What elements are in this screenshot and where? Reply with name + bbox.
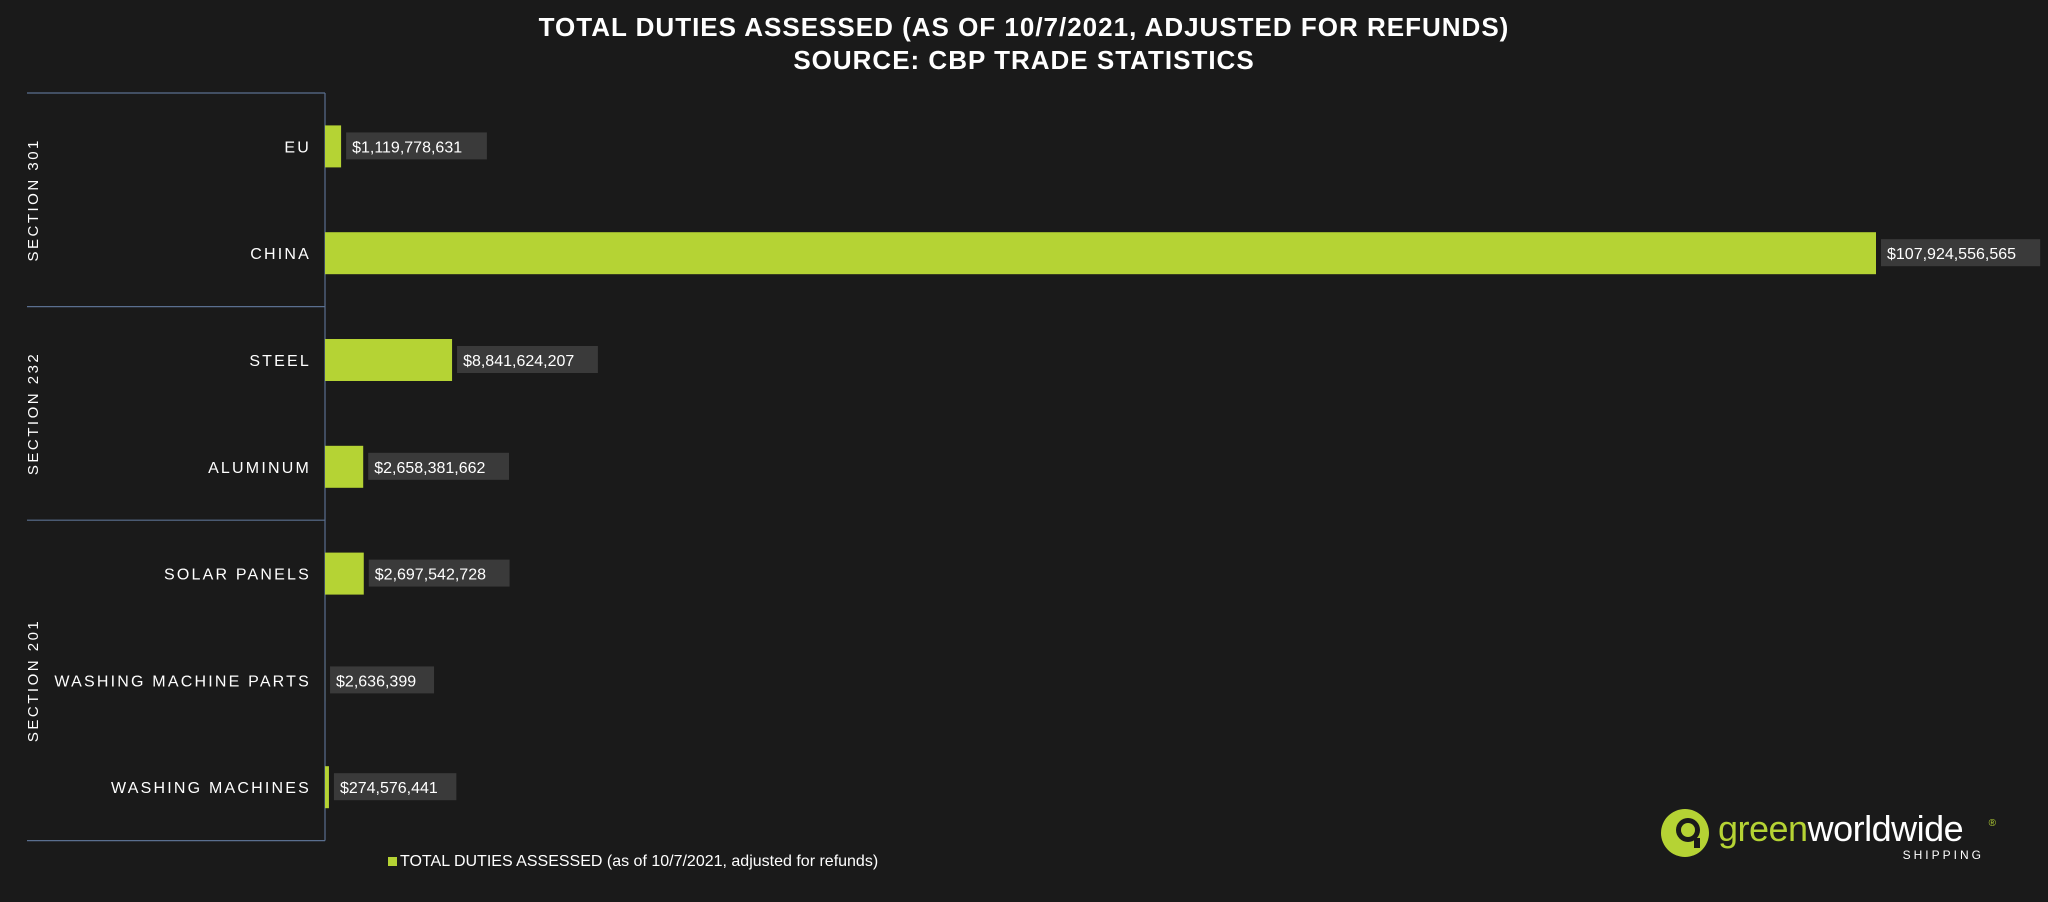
value-label: $2,658,381,662 [374, 460, 485, 477]
logo-subtitle: SHIPPING [1902, 848, 1984, 862]
value-label-box [368, 559, 510, 587]
value-label: $2,697,542,728 [375, 567, 486, 584]
value-label-box [457, 346, 598, 373]
group-label: SECTION 301 [25, 138, 42, 261]
value-label-box [1881, 239, 2041, 267]
value-label: $274,576,441 [340, 780, 438, 797]
category-label: ALUMINUM [208, 460, 311, 477]
logo-word-green: green [1718, 808, 1808, 849]
value-label-box [368, 452, 510, 480]
bar [325, 125, 342, 168]
value-label-box [346, 132, 487, 160]
value-label: $107,924,556,565 [1887, 246, 2016, 263]
bar [325, 339, 453, 381]
category-label: STEEL [249, 353, 311, 370]
legend-swatch [388, 857, 397, 866]
category-label: EU [284, 139, 311, 156]
category-label: WASHING MACHINE PARTS [54, 673, 311, 690]
value-label: $1,119,778,631 [352, 139, 462, 156]
value-label: $8,841,624,207 [463, 353, 574, 370]
bar [325, 445, 364, 488]
bar [325, 232, 1876, 275]
brand-logo: greenworldwide ® SHIPPING [1658, 806, 1998, 866]
group-label: SECTION 232 [25, 352, 42, 475]
chart-subtitle: SOURCE: CBP TRADE STATISTICS [793, 45, 1255, 75]
category-label: SOLAR PANELS [164, 567, 311, 584]
group-label: SECTION 201 [25, 619, 42, 742]
value-label: $2,636,399 [336, 673, 416, 690]
chart-title: TOTAL DUTIES ASSESSED (AS OF 10/7/2021, … [538, 12, 1510, 42]
category-label: WASHING MACHINES [111, 780, 311, 797]
legend-label: TOTAL DUTIES ASSESSED (as of 10/7/2021, … [400, 853, 878, 870]
logo-wordmark: greenworldwide [1718, 808, 1964, 850]
bar [325, 552, 364, 595]
logo-mark-icon [1661, 809, 1709, 857]
category-label: CHINA [250, 246, 311, 263]
value-label-box [330, 666, 435, 694]
value-label-box [333, 773, 457, 801]
bar [325, 766, 329, 809]
logo-registered-mark: ® [1988, 818, 1996, 829]
logo-word-worldwide: worldwide [1807, 808, 1964, 849]
